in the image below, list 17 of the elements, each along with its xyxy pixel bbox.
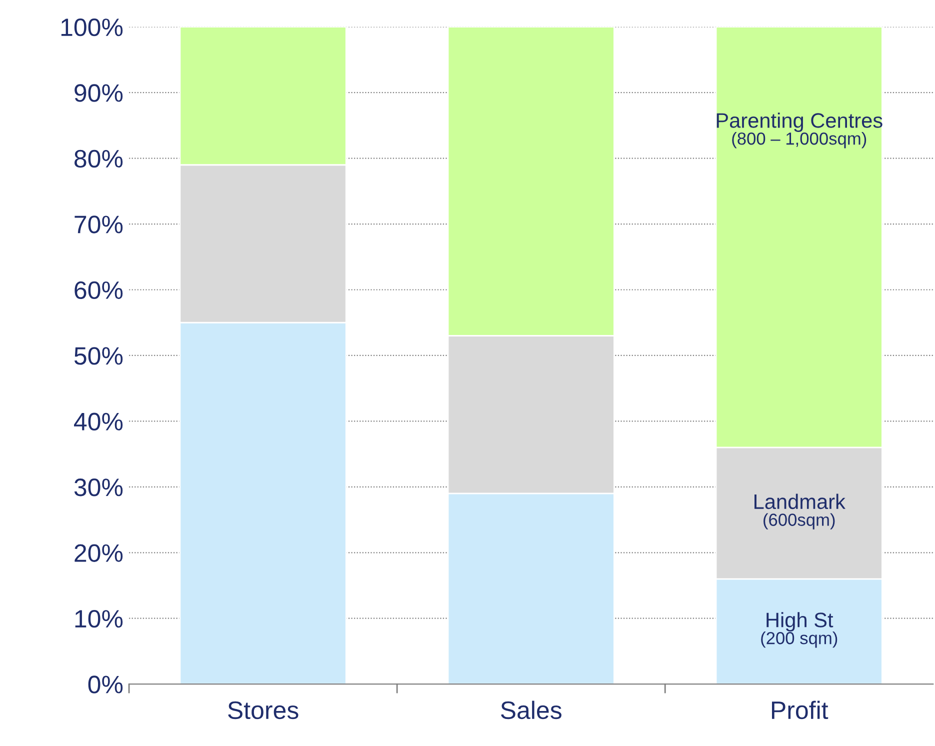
y-tick-label: 50% bbox=[74, 347, 123, 365]
y-tick-label: 90% bbox=[74, 84, 123, 102]
y-tick-label: 40% bbox=[74, 412, 123, 430]
y-tick-label: 70% bbox=[74, 216, 123, 234]
series-label: Parenting Centres (800 – 1,000sqm) bbox=[716, 112, 882, 148]
y-tick-label: 20% bbox=[74, 544, 123, 562]
x-tick-label: Sales bbox=[500, 700, 562, 720]
y-tick-label: 0% bbox=[88, 676, 123, 694]
series-label: Landmark (600sqm) bbox=[754, 494, 846, 530]
x-tick-label: Stores bbox=[228, 701, 298, 720]
y-tick-label: 100% bbox=[61, 18, 123, 36]
y-tick-label: 10% bbox=[75, 610, 123, 628]
y-tick-label: 60% bbox=[74, 281, 123, 300]
x-tick-label: Profit bbox=[772, 700, 828, 720]
y-tick-label: 80% bbox=[74, 150, 123, 168]
y-tick-label: 30% bbox=[74, 478, 123, 496]
series-label: High St (200 sqm) bbox=[761, 612, 838, 648]
